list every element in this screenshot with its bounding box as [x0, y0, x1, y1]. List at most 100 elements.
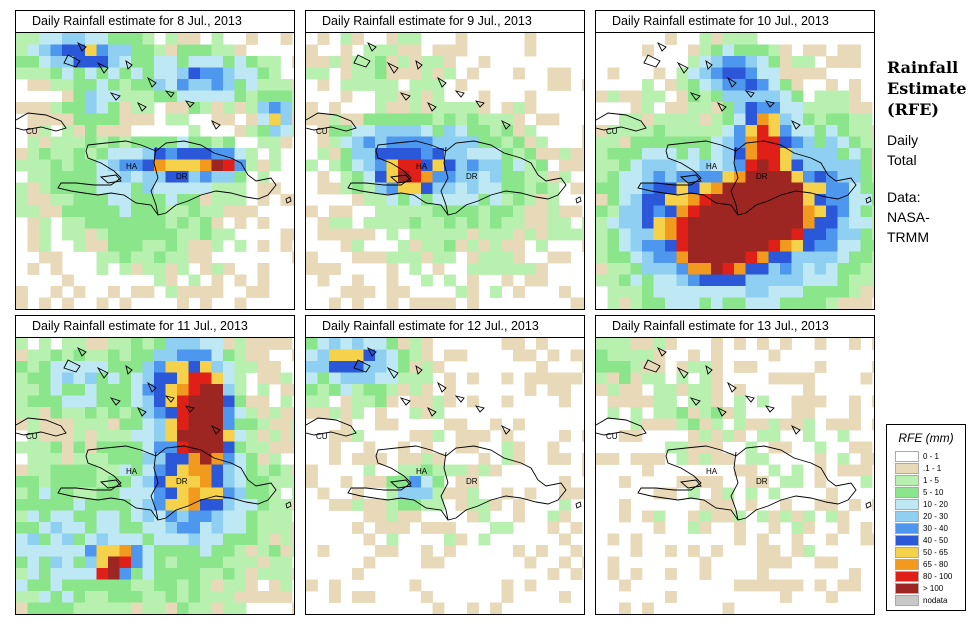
- rainfall-cell: [223, 602, 235, 614]
- rainfall-cell: [39, 430, 51, 442]
- rainfall-cell: [803, 67, 815, 80]
- rainfall-cell: [188, 499, 201, 511]
- rainfall-cell: [292, 251, 294, 264]
- rainfall-cell: [688, 384, 700, 396]
- rainfall-cell: [85, 361, 97, 373]
- rainfall-cell: [386, 136, 399, 149]
- rainfall-cell: [630, 372, 643, 385]
- rainfall-cell: [340, 136, 353, 149]
- rainfall-cell: [699, 171, 712, 183]
- rainfall-cell: [444, 125, 456, 137]
- rainfall-cell: [467, 372, 479, 385]
- rainfall-cell: [62, 228, 74, 241]
- rainfall-cell: [478, 90, 491, 103]
- rainfall-cell: [280, 90, 293, 103]
- rainfall-cell: [455, 228, 468, 241]
- rainfall-cell: [642, 159, 654, 172]
- rainfall-cell: [177, 297, 189, 309]
- rainfall-cell: [154, 217, 166, 229]
- rainfall-cell: [860, 533, 873, 546]
- rainfall-cell: [340, 228, 353, 241]
- rainfall-cell: [607, 136, 620, 149]
- rainfall-cell: [96, 418, 109, 431]
- panel-title: Daily Rainfall estimate for 13 Jul., 201…: [595, 315, 875, 338]
- rainfall-cell: [722, 499, 735, 511]
- rainfall-cell: [317, 56, 330, 68]
- rainfall-map: CU HA DR: [595, 337, 875, 615]
- rainfall-cell: [630, 90, 643, 103]
- rainfall-cell: [467, 240, 479, 252]
- rainfall-cell: [467, 499, 479, 511]
- rainfall-cell: [849, 90, 861, 103]
- rainfall-cell: [119, 349, 132, 362]
- rainfall-cell: [50, 522, 63, 534]
- rainfall-cell: [119, 240, 132, 252]
- rainfall-cell: [131, 361, 143, 373]
- rainfall-cell: [455, 159, 468, 172]
- rainfall-cell: [559, 476, 571, 488]
- rainfall-cell: [223, 533, 235, 546]
- legend-label: 30 - 40: [923, 524, 948, 533]
- rainfall-cell: [596, 125, 608, 137]
- rainfall-cell: [73, 205, 86, 218]
- rainfall-cell: [165, 338, 178, 350]
- rainfall-cell: [432, 395, 445, 408]
- rainfall-cell: [234, 556, 247, 569]
- rainfall-cell: [513, 228, 525, 241]
- rainfall-cell: [165, 251, 178, 264]
- rainfall-cell: [455, 476, 468, 488]
- rainfall-cell: [165, 240, 178, 252]
- rainfall-cell: [421, 67, 433, 80]
- rainfall-cell: [803, 309, 815, 310]
- rainfall-cell: [780, 159, 792, 172]
- rainfall-cell: [352, 395, 364, 408]
- rainfall-cell: [154, 602, 166, 614]
- rainfall-cell: [699, 136, 712, 149]
- rainfall-cell: [375, 205, 387, 218]
- rainfall-cell: [432, 67, 445, 80]
- rainfall-cell: [154, 430, 166, 442]
- rainfall-cell: [524, 171, 537, 183]
- rainfall-cell: [872, 361, 874, 373]
- coastline: [57, 140, 277, 216]
- rainfall-cell: [257, 286, 270, 298]
- rainfall-cell: [200, 228, 212, 241]
- rainfall-cell: [246, 568, 258, 580]
- rainfall-cell: [16, 395, 28, 408]
- rainfall-cell: [837, 56, 850, 68]
- rainfall-cell: [768, 90, 781, 103]
- rainfall-cell: [50, 384, 63, 396]
- rainfall-cell: [131, 205, 143, 218]
- rainfall-cell: [409, 338, 422, 350]
- rainfall-cell: [723, 309, 735, 310]
- rainfall-cell: [234, 44, 247, 57]
- rainfall-cell: [455, 418, 468, 431]
- rainfall-cell: [722, 148, 735, 160]
- rainfall-cell: [478, 430, 491, 442]
- rainfall-cell: [536, 361, 548, 373]
- rainfall-cell: [860, 441, 873, 454]
- rainfall-cell: [432, 430, 445, 442]
- rainfall-cell: [96, 125, 109, 137]
- coastline: [730, 146, 739, 216]
- coastline: [656, 41, 667, 52]
- rainfall-cell: [653, 182, 666, 195]
- rainfall-cell: [317, 182, 330, 195]
- rainfall-cell: [352, 372, 364, 385]
- rainfall-cell: [490, 148, 502, 160]
- rainfall-cell: [131, 545, 143, 557]
- rainfall-cell: [524, 159, 537, 172]
- rainfall-cell: [280, 418, 293, 431]
- rainfall-cell: [96, 67, 109, 80]
- rainfall-cell: [50, 136, 63, 149]
- rainfall-cell: [780, 297, 792, 309]
- rainfall-cell: [39, 349, 51, 362]
- rainfall-cell: [665, 228, 677, 241]
- rainfall-cell: [119, 182, 132, 195]
- rainfall-cell: [455, 33, 468, 45]
- rainfall-cell: [119, 90, 132, 103]
- rainfall-cell: [757, 533, 769, 546]
- rainfall-cell: [860, 251, 873, 264]
- rainfall-cell: [642, 148, 654, 160]
- rainfall-cell: [421, 194, 433, 206]
